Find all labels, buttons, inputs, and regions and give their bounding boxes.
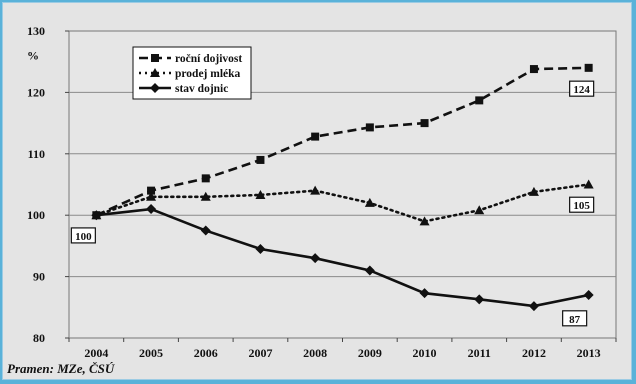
data-point-0 <box>365 123 374 132</box>
data-point-1 <box>146 191 157 201</box>
x-tick-label: 2011 <box>468 346 491 360</box>
annotation-label: 124 <box>573 84 590 96</box>
data-point-0 <box>256 155 265 164</box>
data-point-1 <box>583 179 594 189</box>
annotation-label: 100 <box>75 231 92 243</box>
data-point-2 <box>91 210 102 221</box>
x-tick-label: 2004 <box>84 346 108 360</box>
x-tick-label: 2005 <box>139 346 163 360</box>
y-tick-label: 120 <box>27 85 45 99</box>
data-point-1 <box>310 185 321 195</box>
data-point-1 <box>200 191 211 201</box>
legend-label: prodej mléka <box>175 68 241 80</box>
data-point-2 <box>419 288 430 299</box>
x-tick-label: 2013 <box>577 346 601 360</box>
series-line-1 <box>95 183 590 223</box>
y-tick-label: 90 <box>33 270 45 284</box>
series-line-2 <box>96 207 589 308</box>
annotation-box <box>70 227 96 244</box>
data-point-2 <box>255 243 266 254</box>
data-point-2 <box>200 225 211 236</box>
y-tick-label: 100 <box>27 208 45 222</box>
x-tick-label: 2008 <box>303 346 327 360</box>
data-point-0 <box>420 119 429 128</box>
y-tick-label: 80 <box>33 331 45 345</box>
chart-frame: 80 90 100 110 120 130% 2004 2005 2006 2007 2008 200… <box>2 2 632 380</box>
annotation-label: 105 <box>573 200 590 212</box>
annotation-box <box>569 196 595 213</box>
data-point-2 <box>146 204 157 215</box>
x-tick-label: 2012 <box>522 346 546 360</box>
data-point-2 <box>364 265 375 276</box>
source-note: Pramen: MZe, ČSÚ <box>7 361 115 376</box>
data-point-0 <box>529 65 538 74</box>
x-tick-label: 2007 <box>248 346 272 360</box>
x-tick-label: 2006 <box>194 346 218 360</box>
legend-marker <box>150 68 160 77</box>
data-point-1 <box>255 189 266 199</box>
data-point-0 <box>147 186 156 195</box>
x-tick-label: 2010 <box>413 346 437 360</box>
data-point-2 <box>474 294 485 305</box>
legend-label: roční dojivost <box>175 53 242 65</box>
y-axis-label: % <box>27 49 39 63</box>
legend-label: stav dojnic <box>175 83 228 95</box>
data-point-2 <box>310 253 321 264</box>
y-tick-label: 130 <box>27 24 45 38</box>
data-point-0 <box>201 174 210 183</box>
annotation-box <box>562 310 588 327</box>
data-point-1 <box>364 197 375 207</box>
data-point-2 <box>528 301 539 312</box>
line-chart: 80 90 100 110 120 130% 2004 2005 2006 2007 2008 200… <box>27 24 617 360</box>
legend-marker <box>150 83 160 93</box>
legend-marker <box>151 54 159 62</box>
data-point-1 <box>474 205 485 215</box>
data-point-0 <box>584 63 593 72</box>
x-tick-label: 2009 <box>358 346 382 360</box>
data-point-0 <box>475 96 484 105</box>
y-tick-label: 110 <box>28 147 45 161</box>
data-point-1 <box>419 216 430 226</box>
annotation-label: 87 <box>569 314 581 326</box>
data-point-2 <box>583 290 594 301</box>
data-point-0 <box>311 132 320 141</box>
data-point-1 <box>528 186 539 196</box>
series-line-0 <box>95 66 589 217</box>
annotation-box <box>569 80 595 97</box>
